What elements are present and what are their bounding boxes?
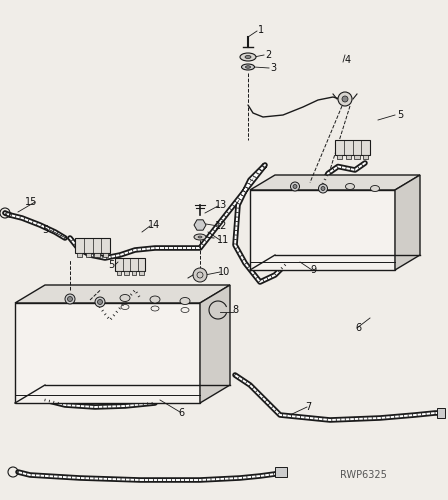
FancyBboxPatch shape [103,253,108,257]
Circle shape [321,186,325,190]
Circle shape [342,96,348,102]
Text: RWP6325: RWP6325 [340,470,387,480]
Polygon shape [250,190,395,270]
FancyBboxPatch shape [275,467,287,477]
Ellipse shape [370,186,379,192]
Text: 6: 6 [355,323,361,333]
Text: 6: 6 [178,408,184,418]
Text: 11: 11 [217,235,229,245]
Ellipse shape [345,184,354,190]
FancyBboxPatch shape [75,238,110,253]
Text: 14: 14 [148,220,160,230]
Polygon shape [15,303,200,403]
Circle shape [68,296,73,302]
FancyBboxPatch shape [354,155,359,159]
Ellipse shape [180,298,190,304]
Text: 15: 15 [25,197,37,207]
Text: 12: 12 [215,221,228,231]
Text: 2: 2 [265,50,271,60]
Text: 9: 9 [310,265,316,275]
Circle shape [95,297,105,307]
Ellipse shape [240,53,256,61]
Text: 1: 1 [258,25,264,35]
Circle shape [293,184,297,188]
FancyBboxPatch shape [124,271,129,275]
FancyBboxPatch shape [363,155,368,159]
Ellipse shape [245,56,251,58]
FancyBboxPatch shape [132,271,136,275]
Ellipse shape [150,296,160,303]
FancyBboxPatch shape [94,253,99,257]
Polygon shape [15,285,230,303]
Circle shape [319,184,327,193]
FancyBboxPatch shape [116,271,121,275]
Text: 7: 7 [305,402,311,412]
Text: 4: 4 [345,55,351,65]
Text: 5: 5 [397,110,403,120]
FancyBboxPatch shape [115,258,145,271]
Ellipse shape [198,236,202,238]
Ellipse shape [241,64,254,70]
Text: 5: 5 [42,225,48,235]
Circle shape [98,300,103,304]
Ellipse shape [120,294,130,302]
Polygon shape [200,285,230,403]
Text: 13: 13 [215,200,227,210]
Text: 5: 5 [108,260,114,270]
Ellipse shape [246,66,250,68]
Circle shape [65,294,75,304]
FancyBboxPatch shape [335,140,370,155]
Text: 8: 8 [232,305,238,315]
Text: 3: 3 [270,63,276,73]
Circle shape [338,92,352,106]
Polygon shape [395,175,420,270]
Text: 10: 10 [218,267,230,277]
Circle shape [193,268,207,282]
FancyBboxPatch shape [86,253,91,257]
FancyBboxPatch shape [77,253,82,257]
FancyBboxPatch shape [437,408,445,418]
FancyBboxPatch shape [139,271,143,275]
FancyBboxPatch shape [337,155,342,159]
FancyBboxPatch shape [345,155,351,159]
Circle shape [290,182,300,191]
Ellipse shape [194,234,206,240]
Polygon shape [250,175,420,190]
